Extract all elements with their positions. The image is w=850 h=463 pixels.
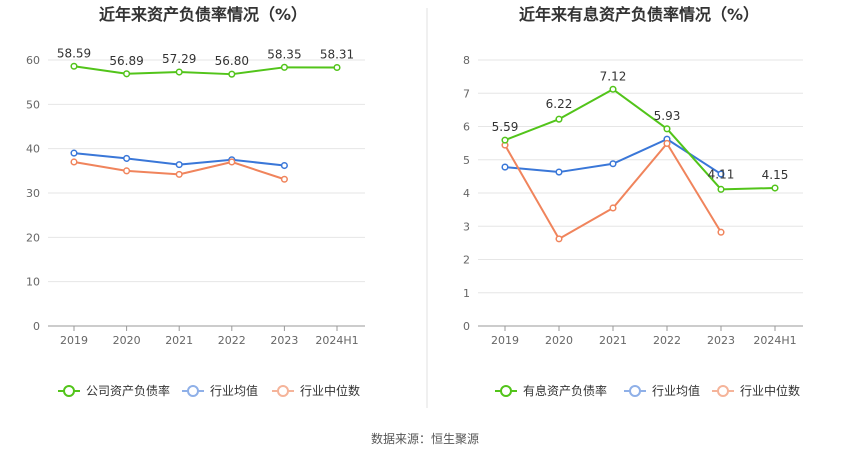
chart1-series-2-point — [70, 149, 78, 157]
chart1-y-tick-label: 50 — [26, 98, 40, 111]
chart2-legend-label-3: 行业中位数 — [740, 383, 800, 398]
chart1-x-tick-label: 2024H1 — [315, 334, 358, 347]
chart1-series-1-point — [333, 63, 341, 72]
chart1-series-3-point — [123, 167, 131, 175]
chart2-y-tick-label: 2 — [463, 254, 470, 267]
chart2-x-tick-label: 2021 — [599, 334, 627, 347]
chart2-y-tick-label: 4 — [463, 187, 470, 200]
chart2-series-2-point — [555, 168, 563, 176]
chart2-x-tick-label: 2024H1 — [753, 334, 796, 347]
chart2-series-3-point — [663, 139, 671, 148]
chart1-series-2-point — [175, 161, 183, 169]
chart2-y-tick-label: 5 — [463, 154, 470, 167]
chart2-series-3-point — [555, 235, 563, 243]
chart1-legend-label-1: 公司资产负债率 — [86, 383, 170, 398]
chart2-series-1-point — [555, 115, 563, 123]
chart2-series-3-point — [609, 204, 617, 212]
chart2-data-label: 6.22 — [546, 97, 573, 111]
chart2-series-2-point — [717, 170, 725, 178]
chart2-data-label: 5.93 — [654, 109, 681, 123]
chart1-y-tick-label: 20 — [26, 231, 40, 244]
chart1-data-label: 57.29 — [162, 52, 196, 66]
chart2-series-2-point — [501, 163, 509, 171]
chart1-y-tick-label: 30 — [26, 187, 40, 200]
chart1-legend-marker-2 — [187, 385, 199, 397]
chart2-x-tick-label: 2022 — [653, 334, 681, 347]
chart1-series-2-point — [280, 161, 288, 170]
chart1-data-label: 58.35 — [267, 47, 301, 61]
chart2-series-1-point — [771, 184, 779, 192]
data-source-label: 数据来源：恒生聚源 — [370, 432, 479, 446]
chart1-legend-marker-3 — [277, 385, 289, 397]
chart1-y-tick-label: 40 — [26, 143, 40, 156]
chart1-legend-label-3: 行业中位数 — [300, 383, 360, 398]
chart1-series-1-point — [228, 70, 236, 78]
chart1-x-tick-label: 2023 — [270, 334, 298, 347]
chart2-series-2-point — [609, 160, 617, 168]
chart1-series-1-point — [70, 62, 78, 70]
chart2-data-label: 4.15 — [762, 168, 789, 182]
chart2-x-tick-label: 2023 — [707, 334, 735, 347]
chart1-legend-label-2: 行业均值 — [210, 383, 258, 398]
chart1-series-1-point — [175, 68, 183, 76]
chart1-legend-marker-1 — [63, 385, 75, 397]
chart2-series-1-point — [663, 125, 671, 133]
chart2-legend-marker-3 — [717, 385, 729, 397]
chart1-x-tick-label: 2020 — [113, 334, 141, 347]
chart1-series-3-point — [280, 175, 288, 183]
chart2-y-tick-label: 6 — [463, 121, 470, 134]
chart1-series-1-line — [73, 65, 338, 76]
chart2-legend-marker-2 — [629, 385, 641, 397]
chart2-y-tick-label: 0 — [463, 320, 470, 333]
chart1-y-tick-label: 0 — [33, 320, 40, 333]
chart2-data-label: 5.59 — [492, 120, 519, 134]
chart2-y-tick-label: 3 — [463, 220, 470, 233]
chart2-y-tick-label: 1 — [463, 287, 470, 300]
chart2-x-tick-label: 2020 — [545, 334, 573, 347]
chart1-data-label: 56.80 — [215, 54, 249, 68]
chart1-series-1-point — [280, 63, 288, 71]
chart2-series-3-line — [504, 142, 722, 240]
chart1-title: 近年来资产负债率情况（%） — [99, 5, 307, 24]
chart1-y-tick-label: 60 — [26, 54, 40, 67]
chart2-series-3-point — [717, 228, 725, 236]
chart1-series-3-point — [175, 170, 183, 178]
chart2-y-tick-label: 7 — [463, 87, 470, 100]
chart1-series-2-point — [123, 154, 131, 162]
chart1-data-label: 56.89 — [109, 54, 143, 68]
chart1-series-1-point — [123, 70, 131, 78]
chart2-legend-marker-1 — [500, 385, 512, 397]
chart1-series-3-point — [70, 158, 78, 166]
chart1-data-label: 58.59 — [57, 46, 91, 60]
chart2-data-label: 4.11 — [708, 167, 735, 181]
chart2-title: 近年来有息资产负债率情况（%） — [519, 5, 759, 24]
chart1-series-3-point — [228, 158, 236, 166]
chart2-series-1-point — [717, 185, 725, 193]
chart2-data-label: 7.12 — [600, 69, 627, 83]
chart1-x-tick-label: 2019 — [60, 334, 88, 347]
chart2-legend-label-2: 行业均值 — [652, 383, 700, 398]
chart1-x-tick-label: 2021 — [165, 334, 193, 347]
chart1-y-tick-label: 10 — [26, 276, 40, 289]
chart1-data-label: 58.31 — [320, 47, 354, 61]
chart2-legend-label-1: 有息资产负债率 — [523, 383, 607, 398]
chart2-y-tick-label: 8 — [463, 54, 470, 67]
chart2-series-1-point — [609, 85, 617, 93]
chart2-x-tick-label: 2019 — [491, 334, 519, 347]
chart2-series-2-line — [504, 138, 722, 175]
chart1-x-tick-label: 2022 — [218, 334, 246, 347]
chart2-series-1-point — [501, 136, 509, 144]
chart2-series-1-line — [504, 88, 776, 191]
